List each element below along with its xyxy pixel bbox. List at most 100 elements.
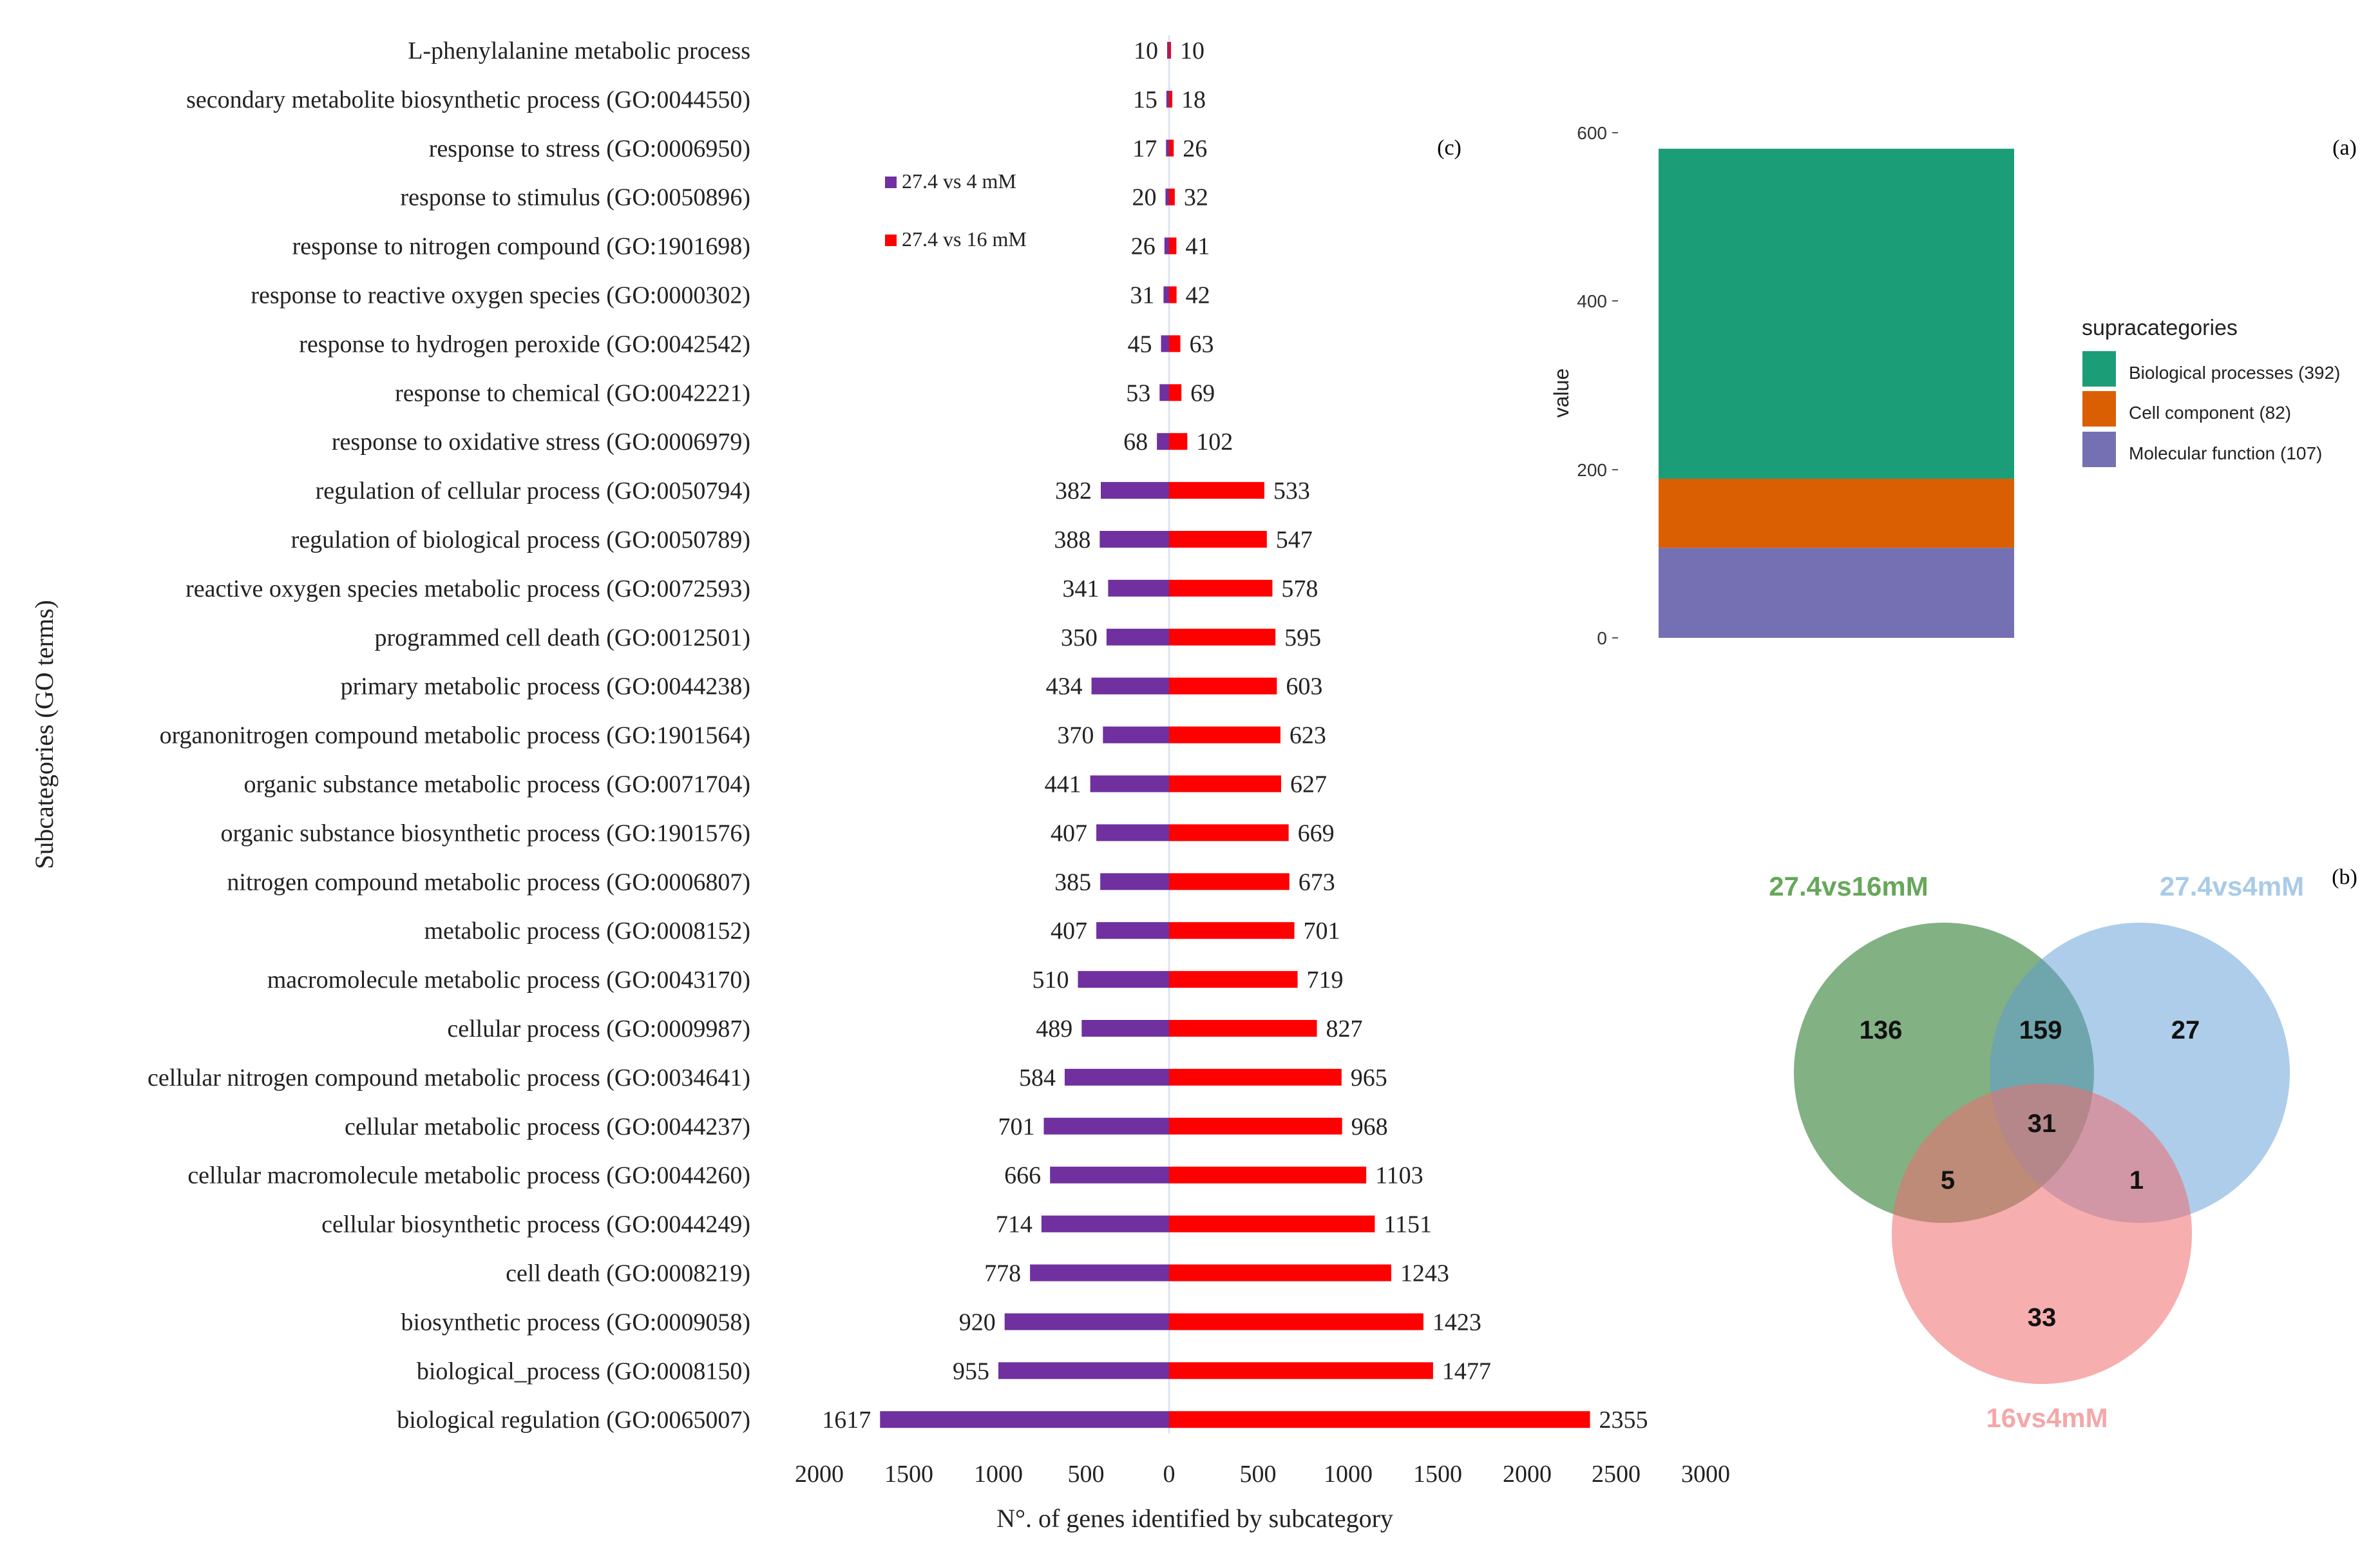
a-legend: supracategories Biological processes (39… [2082,316,2340,467]
bar-row-response-to-stress-go-0006950: response to stress (GO:0006950) 17 26 [429,135,1207,162]
category-label: response to hydrogen peroxide (GO:004254… [299,331,750,358]
a-segment-biological-processes-392 [1659,148,2014,479]
bar-27-4-vs-16mM [1169,139,1174,157]
value-label-27-4-vs-16mM: 533 [1273,477,1310,504]
category-label: cell death (GO:0008219) [506,1260,750,1287]
category-label: organic substance metabolic process (GO:… [243,771,750,798]
venn-region-16-and-16vs4: 5 [1941,1166,1955,1195]
bar-27-4-vs-16mM [1169,873,1290,890]
category-label: regulation of cellular process (GO:00507… [316,477,750,504]
bar-row-cellular-macromolecule-metabolic-process-go-0044260: cellular macromolecule metabolic process… [187,1162,1423,1189]
x-tick-right-3000: 3000 [1681,1461,1730,1488]
legend-label-27-4-vs-16: 27.4 vs 16 mM [902,227,1027,251]
venn-set-label-16vs4mM: 16vs4mM [1986,1403,2108,1433]
value-label-27-4-vs-16mM: 10 [1180,37,1204,64]
category-label: cellular metabolic process (GO:0044237) [345,1113,750,1140]
bar-row-programmed-cell-death-go-0012501: programmed cell death (GO:0012501) 350 595 [374,624,1321,651]
bar-27-4-vs-4mM [880,1411,1169,1428]
value-label-27-4-vs-16mM: 41 [1185,233,1210,260]
bar-row-response-to-reactive-oxygen-species-go-0000302: response to reactive oxygen species (GO:… [251,282,1210,309]
a-y-tick-600: 600 [1577,123,1607,143]
venn-region-4-and-16vs4: 1 [2129,1166,2144,1195]
value-label-27-4-vs-4mM: 955 [953,1358,989,1385]
bar-row-response-to-oxidative-stress-go-0006979: response to oxidative stress (GO:0006979… [332,428,1233,456]
value-label-27-4-vs-16mM: 595 [1284,624,1321,651]
bar-27-4-vs-4mM [1100,482,1169,499]
bar-27-4-vs-4mM [1165,188,1169,206]
value-label-27-4-vs-16mM: 827 [1326,1015,1362,1042]
value-label-27-4-vs-4mM: 382 [1055,477,1092,504]
x-tick-right-0: 0 [1163,1461,1176,1488]
value-label-27-4-vs-16mM: 32 [1184,184,1208,211]
bar-27-4-vs-4mM [1103,726,1169,744]
bar-27-4-vs-16mM [1169,1166,1367,1184]
venn-set-label-27-4vs4mM: 27.4vs4mM [2160,871,2304,901]
panel-label-b: (b) [2332,865,2357,889]
bar-27-4-vs-16mM [1169,335,1181,352]
bar-27-4-vs-4mM [1108,579,1169,597]
category-label: L-phenylalanine metabolic process [408,37,750,64]
bar-27-4-vs-4mM [998,1362,1169,1379]
bar-row-cellular-metabolic-process-go-0044237: cellular metabolic process (GO:0044237) 7… [345,1113,1388,1140]
bar-27-4-vs-16mM [1169,384,1182,401]
bar-row-primary-metabolic-process-go-0044238: primary metabolic process (GO:0044238) 43… [341,673,1323,700]
value-label-27-4-vs-16mM: 63 [1189,331,1214,358]
value-label-27-4-vs-4mM: 45 [1128,331,1152,358]
value-label-27-4-vs-4mM: 68 [1123,428,1148,456]
bar-row-organonitrogen-compound-metabolic-process-go-1901564: organonitrogen compound metabolic proces… [160,722,1326,749]
category-label: biological regulation (GO:0065007) [397,1407,750,1434]
value-label-27-4-vs-16mM: 547 [1276,526,1313,553]
bar-27-4-vs-16mM [1169,1362,1433,1379]
x-axis-label: N°. of genes identified by subcategory [996,1504,1393,1533]
value-label-27-4-vs-16mM: 102 [1196,428,1233,456]
bar-row-regulation-of-cellular-process-go-0050794: regulation of cellular process (GO:00507… [316,477,1310,504]
bar-row-l-phenylalanine-metabolic-process: L-phenylalanine metabolic process 10 10 [408,37,1204,64]
bar-row-regulation-of-biological-process-go-0050789: regulation of biological process (GO:005… [291,526,1313,553]
value-label-27-4-vs-16mM: 578 [1281,575,1318,602]
legend-label-27-4-vs-4: 27.4 vs 4 mM [902,169,1016,193]
bar-27-4-vs-16mM [1169,824,1289,841]
chart-rows: L-phenylalanine metabolic process 10 10 sec… [148,37,1648,1434]
x-tick-left-1000: 1000 [974,1461,1023,1488]
value-label-27-4-vs-16mM: 1103 [1375,1162,1423,1189]
bar-27-4-vs-4mM [1100,873,1169,890]
bar-row-response-to-hydrogen-peroxide-go-0042542: response to hydrogen peroxide (GO:004254… [299,331,1214,358]
venn-region-all-three: 31 [2028,1109,2057,1138]
bar-27-4-vs-16mM [1169,726,1280,744]
chart-legend: 27.4 vs 4 mM 27.4 vs 16 mM [885,169,1027,251]
venn-set-label-27-4vs16mM: 27.4vs16mM [1769,871,1928,901]
value-label-27-4-vs-16mM: 2355 [1599,1407,1648,1434]
x-tick-right-2500: 2500 [1592,1461,1641,1488]
category-label: biological_process (GO:0008150) [417,1358,750,1385]
bar-27-4-vs-16mM [1169,677,1277,695]
bar-27-4-vs-4mM [1096,824,1169,841]
category-label: biosynthetic process (GO:0009058) [401,1309,750,1336]
bar-row-macromolecule-metabolic-process-go-0043170: macromolecule metabolic process (GO:0043… [267,966,1344,994]
value-label-27-4-vs-4mM: 714 [996,1211,1033,1238]
x-tick-right-1500: 1500 [1413,1461,1462,1488]
category-label: response to reactive oxygen species (GO:… [251,282,750,309]
bar-row-organic-substance-biosynthetic-process-go-1901576: organic substance biosynthetic process (… [221,820,1335,847]
bar-27-4-vs-4mM [1041,1215,1169,1233]
bar-27-4-vs-16mM [1169,1313,1423,1330]
bar-27-4-vs-4mM [1106,628,1169,646]
x-tick-left-1500: 1500 [884,1461,933,1488]
value-label-27-4-vs-16mM: 42 [1186,282,1210,309]
bar-27-4-vs-4mM [1157,433,1169,450]
bar-27-4-vs-16mM [1169,42,1171,59]
value-label-27-4-vs-16mM: 968 [1351,1113,1388,1140]
value-label-27-4-vs-16mM: 18 [1181,86,1206,113]
category-label: response to stimulus (GO:0050896) [400,184,750,211]
bar-row-nitrogen-compound-metabolic-process-go-0006807: nitrogen compound metabolic process (GO:… [227,869,1335,896]
bar-27-4-vs-4mM [1167,42,1169,59]
value-label-27-4-vs-4mM: 53 [1126,379,1150,407]
value-label-27-4-vs-16mM: 1151 [1384,1211,1432,1238]
bar-27-4-vs-16mM [1169,1068,1342,1086]
value-label-27-4-vs-4mM: 666 [1004,1162,1041,1189]
bar-27-4-vs-4mM [1090,775,1169,792]
category-label: reactive oxygen species metabolic proces… [186,575,750,602]
value-label-27-4-vs-4mM: 31 [1130,282,1154,309]
bar-row-biosynthetic-process-go-0009058: biosynthetic process (GO:0009058) 920 1423 [401,1309,1481,1336]
a-y-tick-200: 200 [1577,460,1607,480]
value-label-27-4-vs-4mM: 920 [959,1309,996,1336]
